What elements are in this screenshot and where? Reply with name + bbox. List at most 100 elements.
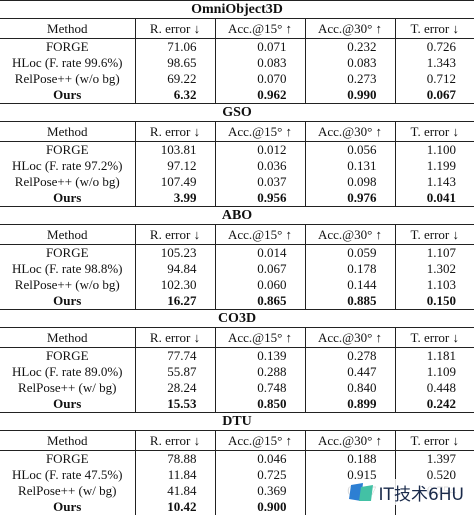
column-header: T. error ↓: [394, 121, 474, 142]
method-cell: RelPose++ (w/o bg): [14, 71, 120, 86]
data-row: RelPose++ (w/ bg) 28.24 0.748 0.840 0.448: [0, 380, 474, 396]
value-cell: 0.083: [304, 55, 395, 71]
method-cell: HLoc (F. rate 99.6%): [11, 55, 123, 70]
column-header: T. error ↓: [394, 430, 474, 451]
method-cell: RelPose++ (w/o bg): [14, 174, 120, 189]
method-cell: RelPose++ (w/ bg): [18, 380, 117, 395]
data-row: Ours 16.27 0.865 0.885 0.150: [0, 293, 474, 310]
value-cell: 0.278: [304, 347, 395, 364]
column-header: Acc.@30° ↑: [304, 121, 395, 142]
section-title-row: OmniObject3D: [0, 0, 474, 19]
value-cell: 0.083: [214, 55, 305, 71]
value-cell: 105.23: [134, 244, 215, 261]
data-row: HLoc (F. rate 89.0%) 55.87 0.288 0.447 1.109: [0, 364, 474, 380]
value-cell: 0.273: [304, 71, 395, 87]
value-cell: 0.447: [304, 364, 395, 380]
column-header: T. error ↓: [394, 327, 474, 348]
data-row: FORGE 105.23 0.014 0.059 1.107: [0, 244, 474, 261]
section-title: GSO: [0, 103, 474, 122]
value-cell: 15.53: [134, 396, 215, 413]
column-header: Method: [0, 18, 135, 39]
column-header: Method: [0, 224, 135, 245]
value-cell: 11.84: [134, 467, 215, 483]
header-row: Method R. error ↓ Acc.@15° ↑ Acc.@30° ↑ T. e…: [0, 18, 474, 39]
value-cell: 1.343: [394, 55, 474, 71]
method-cell: HLoc (F. rate 89.0%): [11, 364, 123, 379]
value-cell: 103.81: [134, 141, 215, 158]
value-cell: 0.448: [394, 380, 474, 396]
value-cell: 0.962: [214, 87, 305, 104]
value-cell: 0.036: [214, 158, 305, 174]
value-cell: 0.712: [394, 71, 474, 87]
value-cell: 0.242: [394, 396, 474, 413]
data-row: HLoc (F. rate 98.8%) 94.84 0.067 0.178 1.302: [0, 261, 474, 277]
value-cell: 1.103: [394, 277, 474, 293]
data-row: Ours 15.53 0.850 0.899 0.242: [0, 396, 474, 413]
value-cell: 0.725: [214, 467, 305, 483]
value-cell: 1.397: [394, 450, 474, 467]
value-cell: 16.27: [134, 293, 215, 310]
value-cell: 0.037: [214, 174, 305, 190]
value-cell: 0.059: [304, 244, 395, 261]
column-header: T. error ↓: [394, 18, 474, 39]
method-cell: RelPose++ (w/o bg): [14, 277, 120, 292]
section-title-row: GSO: [0, 103, 474, 122]
value-cell: 10.42: [134, 499, 215, 515]
method-cell: HLoc (F. rate 98.8%): [11, 261, 123, 276]
value-cell: 0.056: [304, 141, 395, 158]
watermark: IT技术6HU: [344, 479, 468, 505]
value-cell: 0.139: [214, 347, 305, 364]
value-cell: 1.181: [394, 347, 474, 364]
value-cell: 0.046: [214, 450, 305, 467]
value-cell: 0.178: [304, 261, 395, 277]
watermark-logo: [348, 483, 373, 501]
column-header: R. error ↓: [134, 121, 215, 142]
value-cell: 0.369: [214, 483, 305, 499]
value-cell: 1.199: [394, 158, 474, 174]
section-title: ABO: [0, 206, 474, 225]
value-cell: 71.06: [134, 38, 215, 55]
value-cell: 0.232: [304, 38, 395, 55]
watermark-text: IT技术6HU: [378, 484, 464, 505]
column-header: R. error ↓: [134, 430, 215, 451]
column-header: Acc.@30° ↑: [304, 224, 395, 245]
column-header: Acc.@15° ↑: [214, 430, 305, 451]
value-cell: 0.041: [394, 190, 474, 207]
value-cell: 0.726: [394, 38, 474, 55]
value-cell: 98.65: [134, 55, 215, 71]
data-row: HLoc (F. rate 97.2%) 97.12 0.036 0.131 1.199: [0, 158, 474, 174]
data-row: FORGE 103.81 0.012 0.056 1.100: [0, 141, 474, 158]
data-row: RelPose++ (w/o bg) 102.30 0.060 0.144 1.103: [0, 277, 474, 293]
value-cell: 6.32: [134, 87, 215, 104]
header-row: Method R. error ↓ Acc.@15° ↑ Acc.@30° ↑ T. e…: [0, 121, 474, 142]
column-header: Method: [0, 430, 135, 451]
column-header: Acc.@15° ↑: [214, 327, 305, 348]
method-cell: Ours: [53, 499, 82, 514]
method-cell: FORGE: [45, 39, 89, 54]
value-cell: 102.30: [134, 277, 215, 293]
method-cell: Ours: [53, 190, 82, 205]
column-header: R. error ↓: [134, 224, 215, 245]
section-title: OmniObject3D: [0, 0, 474, 19]
data-row: FORGE 78.88 0.046 0.188 1.397: [0, 450, 474, 467]
value-cell: 0.071: [214, 38, 305, 55]
header-row: Method R. error ↓ Acc.@15° ↑ Acc.@30° ↑ T. e…: [0, 430, 474, 451]
column-header: Acc.@30° ↑: [304, 430, 395, 451]
method-cell: Ours: [53, 87, 82, 102]
value-cell: 0.188: [304, 450, 395, 467]
value-cell: 0.060: [214, 277, 305, 293]
column-header: R. error ↓: [134, 18, 215, 39]
value-cell: 0.288: [214, 364, 305, 380]
method-cell: HLoc (F. rate 47.5%): [11, 467, 123, 482]
value-cell: 0.150: [394, 293, 474, 310]
value-cell: 1.100: [394, 141, 474, 158]
value-cell: 55.87: [134, 364, 215, 380]
value-cell: 3.99: [134, 190, 215, 207]
method-cell: RelPose++ (w/ bg): [18, 483, 117, 498]
method-cell: HLoc (F. rate 97.2%): [11, 158, 123, 173]
header-row: Method R. error ↓ Acc.@15° ↑ Acc.@30° ↑ T. e…: [0, 224, 474, 245]
value-cell: 0.144: [304, 277, 395, 293]
value-cell: 28.24: [134, 380, 215, 396]
method-cell: FORGE: [45, 348, 89, 363]
